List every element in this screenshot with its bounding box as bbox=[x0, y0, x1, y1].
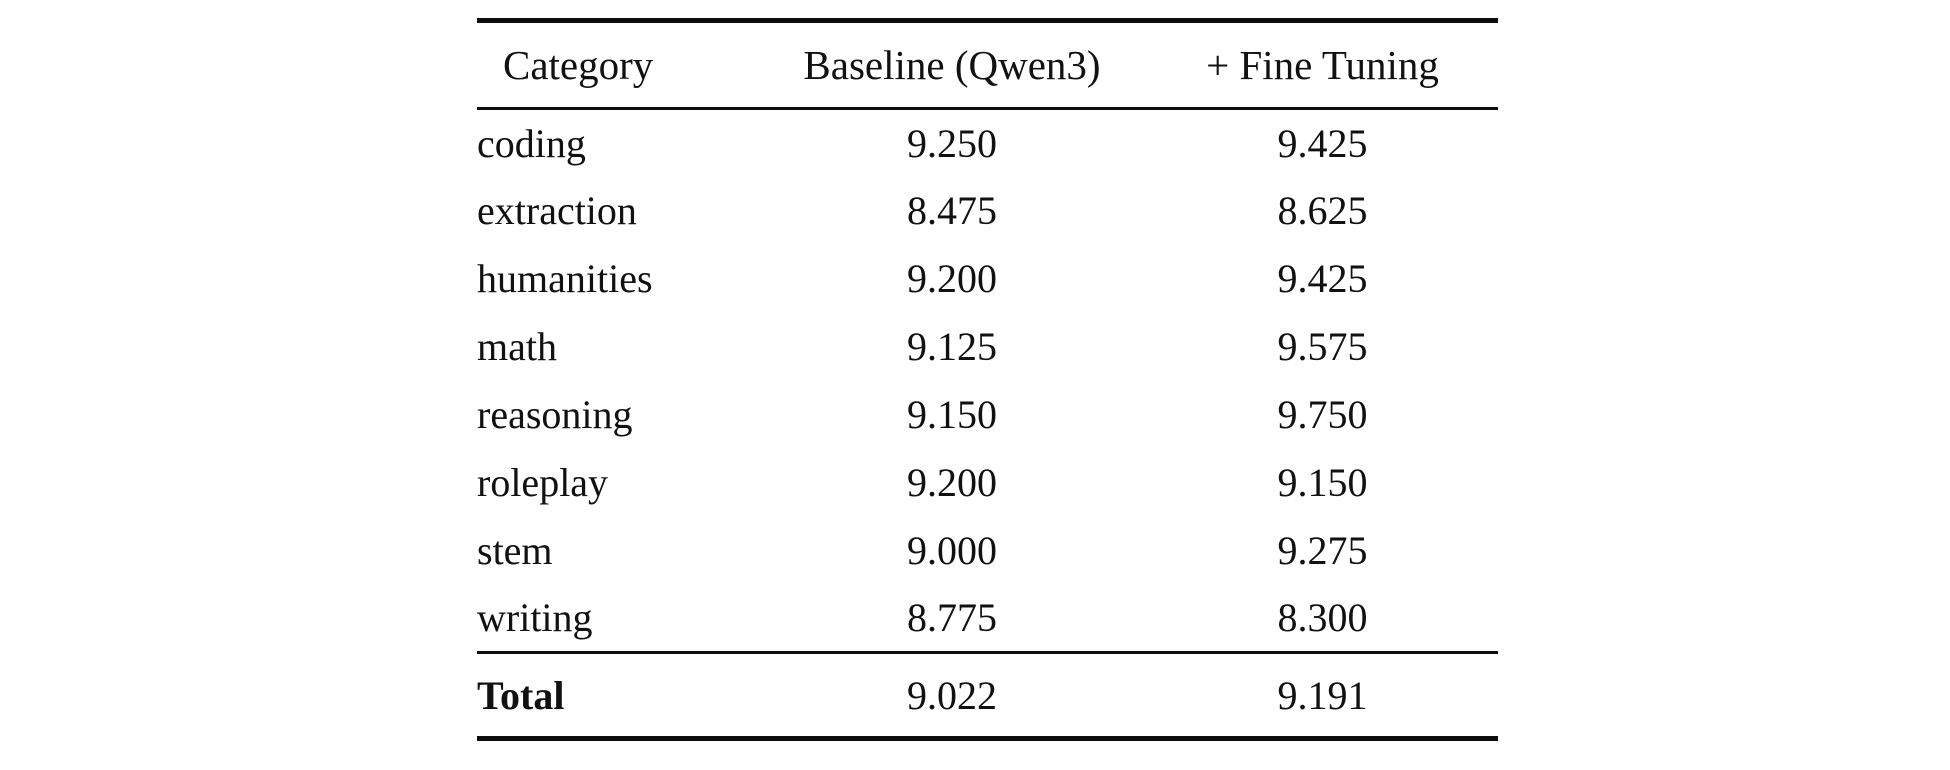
header-row: Category Baseline (Qwen3) + Fine Tuning bbox=[477, 20, 1498, 110]
category-cell: roleplay bbox=[477, 460, 609, 505]
results-table: Category Baseline (Qwen3) + Fine Tuning … bbox=[477, 18, 1498, 741]
category-cell: math bbox=[477, 324, 557, 369]
table-row: stem 9.000 9.275 bbox=[477, 517, 1498, 585]
table-header: Category Baseline (Qwen3) + Fine Tuning bbox=[477, 20, 1498, 110]
fine-tuning-cell: 9.750 bbox=[1277, 392, 1368, 437]
fine-tuning-cell: 9.575 bbox=[1277, 324, 1368, 369]
category-cell: extraction bbox=[477, 188, 637, 233]
baseline-cell: 9.200 bbox=[907, 460, 997, 505]
fine-tuning-cell: 9.150 bbox=[1277, 460, 1368, 505]
total-row: Total 9.022 9.191 bbox=[477, 653, 1498, 739]
fine-tuning-cell: 9.275 bbox=[1277, 528, 1368, 573]
baseline-cell: 8.775 bbox=[757, 584, 1147, 654]
fine-tuning-cell: 9.425 bbox=[1277, 120, 1368, 166]
column-header-fine-tuning: + Fine Tuning bbox=[1147, 20, 1498, 110]
category-cell: coding bbox=[477, 120, 586, 166]
category-cell: reasoning bbox=[477, 392, 633, 437]
total-baseline-cell: 9.022 bbox=[907, 672, 997, 718]
table-footer: Total 9.022 9.191 bbox=[477, 653, 1498, 739]
column-header-category: Category bbox=[477, 20, 757, 110]
table-row: math 9.125 9.575 bbox=[477, 313, 1498, 381]
table-row: extraction 8.475 8.625 bbox=[477, 177, 1498, 245]
category-cell: stem bbox=[477, 528, 553, 573]
category-cell: writing bbox=[477, 584, 757, 654]
table-row: humanities 9.200 9.425 bbox=[477, 245, 1498, 313]
category-cell: humanities bbox=[477, 256, 653, 301]
fine-tuning-cell: 8.300 bbox=[1147, 584, 1498, 654]
table-row: roleplay 9.200 9.150 bbox=[477, 449, 1498, 517]
table-body: coding 9.250 9.425 extraction 8.475 8.62… bbox=[477, 109, 1498, 654]
table-row: reasoning 9.150 9.750 bbox=[477, 381, 1498, 449]
column-header-baseline: Baseline (Qwen3) bbox=[757, 20, 1147, 110]
table-row: coding 9.250 9.425 bbox=[477, 109, 1498, 177]
fine-tuning-cell: 8.625 bbox=[1277, 188, 1368, 233]
baseline-cell: 9.200 bbox=[907, 256, 997, 301]
baseline-cell: 9.250 bbox=[907, 120, 997, 166]
table-row: writing 8.775 8.300 bbox=[477, 584, 1498, 654]
total-fine-tuning-cell: 9.191 bbox=[1277, 672, 1368, 718]
baseline-cell: 9.125 bbox=[907, 324, 997, 369]
fine-tuning-cell: 9.425 bbox=[1277, 256, 1368, 301]
total-label-cell: Total bbox=[477, 672, 565, 718]
baseline-cell: 8.475 bbox=[907, 188, 997, 233]
baseline-cell: 9.150 bbox=[907, 392, 997, 437]
baseline-cell: 9.000 bbox=[907, 528, 997, 573]
